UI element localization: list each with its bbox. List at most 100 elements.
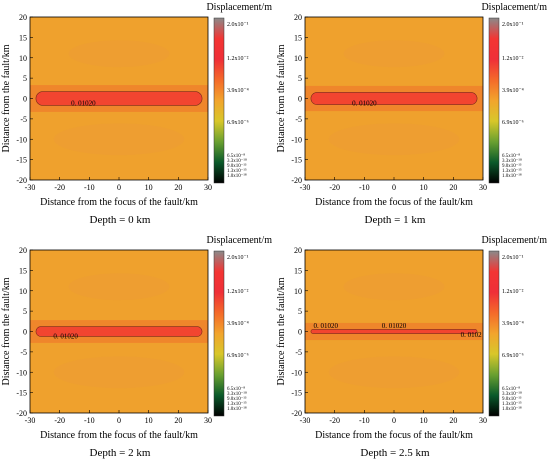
- contour-label: 0. 01020: [352, 99, 377, 107]
- colorbar-tick-label: 2.0x10⁻¹: [227, 22, 249, 28]
- x-tick-label: -20: [329, 416, 340, 425]
- lower-lobe: [328, 123, 460, 156]
- y-tick-label: -20: [16, 409, 27, 418]
- colorbar-tick-label: 6.9x10⁻⁶: [227, 353, 249, 359]
- heatmap-panel-depth-2: 0. 01020 -30 -20 -10 0 10 20 30 -20 -15 -10 -5 0 5 10 1…: [0, 233, 275, 465]
- y-tick-label: -10: [291, 368, 302, 377]
- colorbar-tick-label: 9.0x10⁻¹³: [227, 163, 247, 169]
- colorbar-tick-label: 1.3x10⁻¹⁵: [502, 401, 522, 407]
- x-tick-label: -20: [329, 183, 340, 192]
- colorbar-tick-label: 1.2x10⁻²: [227, 289, 249, 295]
- y-tick-label: -5: [295, 348, 302, 357]
- contour-label: 0. 0102: [461, 331, 483, 339]
- displacement-band: [310, 92, 478, 105]
- colorbar-tick-label: 3.9x10⁻⁴: [227, 321, 249, 327]
- y-tick-label: -10: [16, 135, 27, 144]
- displacement-band: [310, 329, 478, 334]
- y-tick-label: 5: [23, 307, 27, 316]
- x-tick-label: -20: [54, 183, 65, 192]
- colorbar-tick-label: 9.0x10⁻¹³: [502, 396, 522, 402]
- heatmap-plot: 0. 01020-30 -20 -10 0 10 20 30-20-15-10-505101…: [276, 2, 547, 208]
- contour-label: 0. 01020: [382, 322, 407, 330]
- x-tick-label: 0: [392, 416, 396, 425]
- colorbar-tick-label: 6.9x10⁻⁶: [502, 353, 524, 359]
- x-axis-label: Distance from the focus of the fault/km: [315, 430, 473, 441]
- y-tick-label: 20: [19, 13, 27, 22]
- contour-label: 0. 01020: [53, 332, 78, 340]
- x-axis-label: Distance from the focus of the fault/km: [40, 430, 198, 441]
- displacement-band: [35, 91, 203, 106]
- colorbar-title: Displacement/m: [481, 2, 547, 13]
- colorbar-tick-label: 1.0x10⁻¹⁸: [227, 406, 247, 412]
- contour-label: 0. 01020: [71, 99, 96, 107]
- colorbar-tick-label: 2.0x10⁻¹: [502, 255, 524, 261]
- x-tick-label: -10: [84, 416, 95, 425]
- y-tick-label: 20: [294, 246, 302, 255]
- y-tick-label: 10: [19, 54, 27, 63]
- depth-label: Depth = 0 km: [89, 214, 151, 226]
- colorbar-title: Displacement/m: [206, 2, 272, 13]
- colorbar-title: Displacement/m: [206, 235, 272, 246]
- y-tick-label: 15: [19, 33, 27, 42]
- colorbar-title: Displacement/m: [481, 235, 547, 246]
- y-tick-label: -10: [291, 135, 302, 144]
- colorbar-tick-label: 1.0x10⁻¹⁸: [227, 173, 247, 179]
- colorbar-tick-label: 1.2x10⁻²: [227, 56, 249, 62]
- colorbar-tick-label: 6.9x10⁻⁶: [227, 120, 249, 126]
- y-tick-label: -20: [16, 176, 27, 185]
- colorbar-tick-label: 3.3x10⁻¹⁰: [227, 391, 247, 397]
- colorbar-tick-label: 2.0x10⁻¹: [502, 22, 524, 28]
- contour-label: 0. 01020: [314, 322, 339, 330]
- y-tick-label: -15: [291, 389, 302, 398]
- x-tick-label: 10: [420, 416, 428, 425]
- x-tick-label: 10: [145, 183, 153, 192]
- y-tick-label: -20: [291, 176, 302, 185]
- x-tick-label: -30: [300, 416, 311, 425]
- colorbar-tick-label: 3.9x10⁻⁴: [502, 321, 524, 327]
- colorbar: [488, 17, 500, 184]
- depth-label: Depth = 2 km: [89, 447, 151, 459]
- y-tick-label: -15: [291, 156, 302, 165]
- lower-lobe: [53, 356, 185, 389]
- x-axis-label: Distance from the focus of the fault/km: [315, 197, 473, 208]
- x-tick-label: -10: [359, 416, 370, 425]
- x-tick-label: 10: [420, 183, 428, 192]
- upper-lobe: [343, 40, 445, 68]
- colorbar-tick-label: 3.3x10⁻¹⁰: [227, 158, 247, 164]
- colorbar-tick-label: 9.0x10⁻¹³: [502, 163, 522, 169]
- x-tick-label: 20: [174, 183, 182, 192]
- y-axis-label: Distance from the fault/km: [276, 277, 287, 385]
- colorbar-tick-label: 3.3x10⁻¹⁰: [502, 158, 522, 164]
- depth-label: Depth = 1 km: [364, 214, 426, 226]
- heatmap-panel-depth-1: 0. 01020 -30 -20 -10 0 10 20 30 -20 -15 -10 -5 0 5 10 1…: [275, 0, 550, 232]
- y-tick-label: 20: [19, 246, 27, 255]
- displacement-band: [35, 326, 203, 337]
- y-tick-label: -15: [16, 389, 27, 398]
- y-tick-label: 5: [298, 74, 302, 83]
- colorbar-tick-label: 1.2x10⁻²: [502, 289, 524, 295]
- colorbar-tick-label: 6.9x10⁻⁶: [502, 120, 524, 126]
- x-tick-label: 20: [174, 416, 182, 425]
- lower-lobe: [328, 356, 460, 389]
- y-tick-label: 0: [23, 95, 27, 104]
- y-tick-label: 10: [294, 287, 302, 296]
- upper-lobe: [68, 40, 170, 68]
- y-tick-label: 5: [23, 74, 27, 83]
- heatmap-plot: 0. 01020-30 -20 -10 0 10 20 30-20-15-10-505101…: [1, 235, 272, 441]
- colorbar: [213, 250, 225, 417]
- heatmap-panel-depth-2-5: 0. 01020 0. 01020 0. 0102 -30 -20 -10 0 10 20 30-…: [275, 233, 550, 465]
- y-tick-label: -5: [295, 115, 302, 124]
- x-tick-label: 0: [117, 183, 121, 192]
- y-tick-label: -5: [20, 348, 27, 357]
- y-tick-label: 15: [19, 266, 27, 275]
- y-tick-label: -20: [291, 409, 302, 418]
- x-tick-label: 20: [449, 183, 457, 192]
- heatmap-plot: 0. 01020-30 -20 -10 0 10 20 30-20-15-10-505101…: [1, 2, 272, 208]
- heatmap-panel-depth-0: 0. 01020 -30 -20 -10 0 10 20 30 -20 -15 -10 -5 0 5 10 1…: [0, 0, 275, 232]
- x-tick-label: 30: [479, 416, 487, 425]
- y-tick-label: 0: [298, 328, 302, 337]
- y-tick-label: 15: [294, 33, 302, 42]
- x-tick-label: 0: [392, 183, 396, 192]
- x-tick-label: -30: [25, 416, 36, 425]
- colorbar-tick-label: 2.0x10⁻¹: [227, 255, 249, 261]
